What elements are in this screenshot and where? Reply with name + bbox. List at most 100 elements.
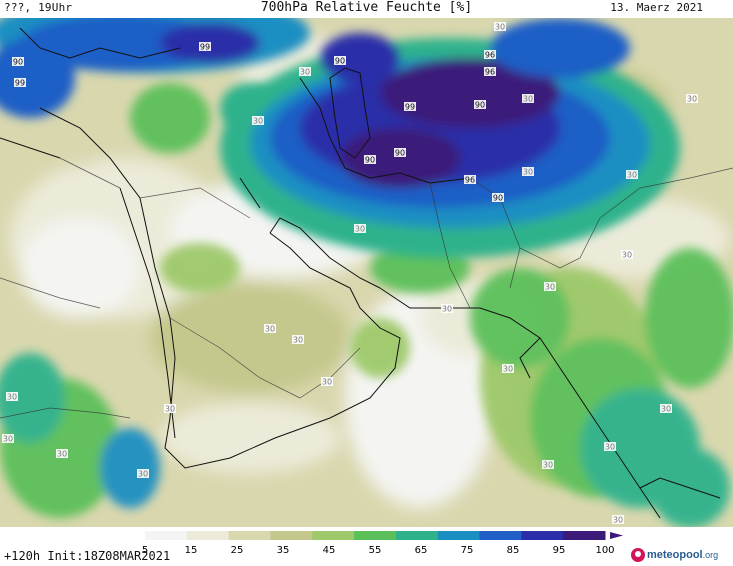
contour-label: 30 <box>3 435 13 444</box>
contour-label: 30 <box>265 325 275 334</box>
logo-icon <box>631 548 645 562</box>
contour-label-bg <box>137 469 149 478</box>
contour-label: 96 <box>485 68 495 77</box>
legend-cell <box>479 531 522 540</box>
contour-label-bg <box>56 449 68 458</box>
legend-cell <box>395 531 439 540</box>
contour-label-bg <box>404 102 416 111</box>
color-legend: 5 15 25 35 45 55 65 75 85 95 100 <box>105 529 625 559</box>
humidity-field <box>0 18 733 527</box>
contour-label: 99 <box>200 43 210 52</box>
legend-cell <box>521 531 564 540</box>
legend-tick-label: 5 <box>142 545 148 556</box>
legend-tick-label: 25 <box>231 545 244 556</box>
contour-label: 30 <box>57 450 67 459</box>
legend-cell <box>563 531 606 540</box>
legend-tick-label: 15 <box>185 545 198 556</box>
contour-label-bg <box>464 175 476 184</box>
chart-title: 700hPa Relative Feuchte [%] <box>260 0 473 15</box>
legend-tick-label: 55 <box>369 545 382 556</box>
contour-label-bg <box>686 94 698 103</box>
country-borders <box>0 157 733 419</box>
contour-label: 30 <box>622 251 632 260</box>
contour-label: 99 <box>15 79 25 88</box>
legend-tick-label: 65 <box>415 545 428 556</box>
contour-label: 90 <box>335 57 345 66</box>
contour-label: 30 <box>253 117 263 126</box>
legend-tick-label: 35 <box>277 545 290 556</box>
contour-label: 99 <box>405 103 415 112</box>
contour-label-bg <box>660 404 672 413</box>
contour-label-bg <box>484 50 496 59</box>
legend-tick-label: 45 <box>323 545 336 556</box>
legend-cell <box>186 531 230 540</box>
contour-label: 90 <box>13 58 23 67</box>
contour-label: 30 <box>322 378 332 387</box>
contour-label-bg <box>474 100 486 109</box>
legend-tick-label: 95 <box>553 545 566 556</box>
brand-name: meteopool <box>647 549 703 561</box>
contour-label-bg <box>502 364 514 373</box>
brand-domain: .org <box>702 550 719 560</box>
legend-cell <box>354 531 397 540</box>
contour-label-bg <box>612 515 624 524</box>
contour-label-bg <box>542 460 554 469</box>
contour-label: 30 <box>543 461 553 470</box>
legend-cell <box>270 531 313 540</box>
map-canvas: 90 99 99 96 90 30 30 30 96 99 90 30 30 90 90 96 90 30 30 30… <box>0 18 733 527</box>
legend-cell <box>312 531 355 540</box>
contour-label-bg <box>394 148 406 157</box>
contour-label: 30 <box>523 95 533 104</box>
contour-label-bg <box>164 404 176 413</box>
contour-label-bg <box>544 282 556 291</box>
contour-label-bg <box>354 224 366 233</box>
contour-label-bg <box>6 392 18 401</box>
legend-tick-label: 75 <box>461 545 474 556</box>
contour-label: 30 <box>661 405 671 414</box>
legend-bar: 5 15 25 35 45 55 65 75 85 95 100 <box>142 531 623 556</box>
contour-label-bg <box>14 78 26 87</box>
contour-label: 30 <box>355 225 365 234</box>
contour-label: 96 <box>465 176 475 185</box>
contour-label: 96 <box>485 51 495 60</box>
coastlines <box>0 27 721 519</box>
contour-label-bg <box>621 250 633 259</box>
legend-cell <box>145 531 188 540</box>
legend-tick-label: 100 <box>595 545 614 556</box>
contour-label: 30 <box>442 305 452 314</box>
contour-label-bg <box>484 67 496 76</box>
contour-label: 30 <box>300 68 310 77</box>
humidity-map: 90 99 99 96 90 30 30 30 96 99 90 30 30 90 90 96 90 30 30 30… <box>0 18 733 527</box>
contour-label-bg <box>299 67 311 76</box>
contour-label-bg <box>334 56 346 65</box>
contour-label-bg <box>522 94 534 103</box>
contour-label-bg <box>252 116 264 125</box>
contour-label-bg <box>494 22 506 31</box>
legend-tick-label: 85 <box>507 545 520 556</box>
valid-time-label: ???, 19Uhr <box>4 1 73 14</box>
contour-label: 30 <box>523 168 533 177</box>
contour-label-bg <box>492 193 504 202</box>
contour-label: 90 <box>395 149 405 158</box>
contour-label: 90 <box>475 101 485 110</box>
contour-label: 30 <box>293 336 303 345</box>
legend-arrow <box>610 532 623 539</box>
brand-logo[interactable]: meteopool .org <box>631 546 718 564</box>
contour-label-bg <box>604 442 616 451</box>
contour-label-bg <box>626 170 638 179</box>
contour-label-bg <box>522 167 534 176</box>
contour-label: 30 <box>605 443 615 452</box>
contour-label: 30 <box>613 516 623 525</box>
contour-label-bg <box>2 434 14 443</box>
run-info: +120h Init:18Z08MAR2021 <box>4 549 171 563</box>
contour-label-bg <box>321 377 333 386</box>
contour-label-bg <box>364 155 376 164</box>
contour-label: 90 <box>493 194 503 203</box>
contour-label: 30 <box>7 393 17 402</box>
contour-label: 30 <box>545 283 555 292</box>
caspian-sea-outline <box>329 67 371 159</box>
contour-label-bg <box>199 42 211 51</box>
legend-cell <box>437 531 481 540</box>
contour-label: 90 <box>365 156 375 165</box>
contour-label: 30 <box>165 405 175 414</box>
